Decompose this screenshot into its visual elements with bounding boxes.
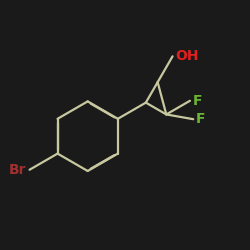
- Text: F: F: [196, 112, 205, 126]
- Text: OH: OH: [175, 49, 199, 63]
- Text: F: F: [192, 94, 202, 108]
- Text: Br: Br: [8, 163, 26, 177]
